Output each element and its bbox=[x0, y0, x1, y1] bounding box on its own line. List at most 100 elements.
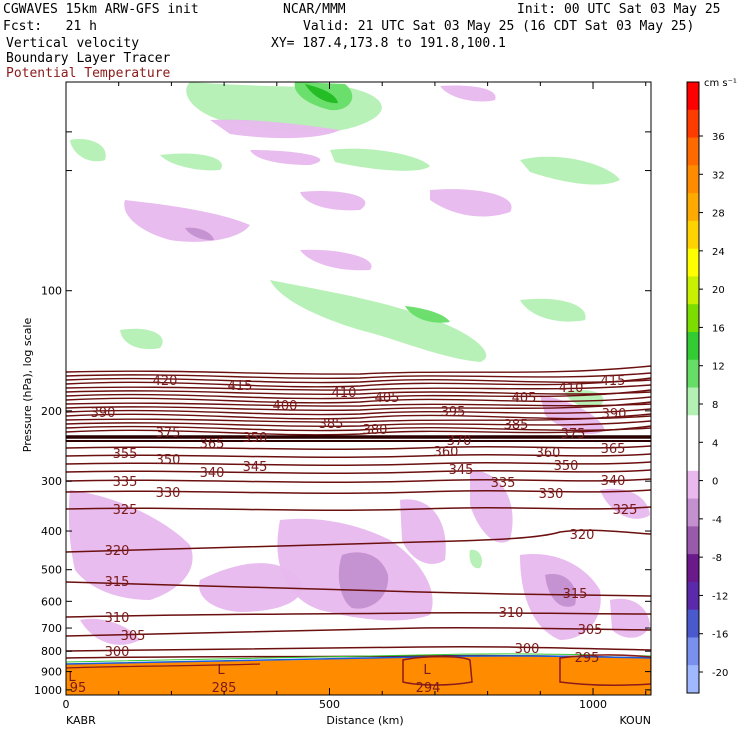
colorbar-swatch-17 bbox=[687, 554, 699, 583]
theta-label-text: 365 bbox=[601, 442, 626, 457]
colorbar-label-13: -16 bbox=[712, 630, 728, 641]
y-axis-label: Pressure (hPa), log scale bbox=[21, 318, 34, 453]
colorbar-frame bbox=[686, 81, 700, 694]
theta-label-36: 320 bbox=[570, 528, 595, 543]
colorbar-swatch-1 bbox=[687, 109, 699, 139]
theta-label-text: 335 bbox=[113, 475, 138, 490]
theta-line-upper-7 bbox=[66, 396, 651, 404]
theta-label-text: 330 bbox=[156, 486, 181, 501]
terrain-label-text: 285 bbox=[212, 681, 237, 696]
theta-label-text: 370 bbox=[447, 434, 472, 449]
colorbar-swatch-8 bbox=[687, 304, 699, 333]
theta-line-upper-2 bbox=[66, 377, 651, 384]
theta-label-44: 300 bbox=[515, 642, 540, 657]
theta-label-42: 305 bbox=[578, 623, 603, 638]
theta-label-text: 405 bbox=[512, 391, 537, 406]
terrain-label-4: 294 bbox=[416, 681, 441, 696]
y-tick-label-4: 500 bbox=[41, 564, 62, 577]
field-potential-temperature: Potential Temperature bbox=[6, 66, 171, 81]
theta-label-19: 335 bbox=[113, 475, 138, 490]
theta-label-text: 305 bbox=[121, 629, 146, 644]
velocity-blob-12 bbox=[430, 189, 512, 217]
theta-label-text: 335 bbox=[491, 476, 516, 491]
colorbar-swatch-7 bbox=[687, 276, 699, 305]
y-tick-label-8: 900 bbox=[41, 666, 62, 679]
theta-label-text: 310 bbox=[499, 606, 524, 621]
boundary-layer-edge bbox=[66, 653, 651, 663]
terrain-label-text: 294 bbox=[416, 681, 441, 696]
plot-frame bbox=[65, 81, 652, 696]
theta-label-0: 420 bbox=[153, 374, 178, 389]
theta-label-24: 325 bbox=[613, 503, 638, 518]
xy-endpoints: XY= 187.4,173.8 to 191.8,100.1 bbox=[271, 36, 506, 51]
theta-label-text: 295 bbox=[575, 651, 600, 666]
theta-label-21: 335 bbox=[491, 476, 516, 491]
colorbar-label-7: 8 bbox=[712, 400, 718, 411]
theta-label-38: 315 bbox=[563, 587, 588, 602]
colorbar-swatch-15 bbox=[687, 498, 699, 527]
theta-label-30: 375 bbox=[561, 427, 586, 442]
theta-label-text: 395 bbox=[441, 405, 466, 420]
theta-line-upper-4 bbox=[66, 384, 651, 391]
pressure-contour-left bbox=[66, 663, 261, 669]
colorbar-label-4: 20 bbox=[712, 285, 725, 296]
theta-label-14: 355 bbox=[113, 447, 138, 462]
terrain-label-3: 285 bbox=[212, 681, 237, 696]
colorbar-unit: cm s⁻¹ bbox=[704, 78, 737, 89]
colorbar-label-2: 28 bbox=[712, 209, 725, 220]
terrain-label-text: 95 bbox=[70, 681, 87, 696]
theta-label-35: 320 bbox=[105, 544, 130, 559]
terrain-label-2: L bbox=[68, 670, 76, 685]
endpoint-right-label: KOUN bbox=[619, 714, 651, 727]
theta-label-5: 395 bbox=[441, 405, 466, 420]
velocity-blob-26 bbox=[470, 470, 513, 543]
colorbar-label-5: 16 bbox=[712, 323, 725, 334]
theta-line-upper-12 bbox=[66, 413, 651, 423]
theta-label-23: 325 bbox=[113, 503, 138, 518]
theta-label-text: 350 bbox=[554, 459, 579, 474]
velocity-blob-13 bbox=[520, 156, 620, 185]
theta-label-text: 415 bbox=[601, 374, 626, 389]
velocity-blob-9 bbox=[124, 200, 250, 242]
y-tick-label-3: 400 bbox=[41, 525, 62, 538]
velocity-blob-29 bbox=[610, 598, 650, 638]
theta-label-41: 305 bbox=[121, 629, 146, 644]
theta-label-text: 385 bbox=[319, 417, 344, 432]
theta-label-text: 375 bbox=[561, 427, 586, 442]
theta-label-text: 405 bbox=[375, 391, 400, 406]
theta-label-text: 315 bbox=[105, 575, 130, 590]
velocity-blob-4 bbox=[330, 148, 430, 171]
theta-label-6: 385 bbox=[319, 417, 344, 432]
theta-label-22: 330 bbox=[539, 487, 564, 502]
theta-label-39: 310 bbox=[105, 611, 130, 626]
theta-label-text: 355 bbox=[113, 447, 138, 462]
theta-line-upper-5 bbox=[66, 390, 651, 396]
theta-label-text: 400 bbox=[273, 399, 298, 414]
theta-label-13: 360 bbox=[434, 445, 459, 460]
theta-label-33: 350 bbox=[554, 459, 579, 474]
y-tick-label-0: 100 bbox=[41, 285, 62, 298]
theta-label-32: 360 bbox=[536, 446, 561, 461]
field-boundary-layer-tracer: Boundary Layer Tracer bbox=[6, 51, 171, 66]
theta-label-11: 350 bbox=[243, 431, 268, 446]
velocity-blob-2 bbox=[305, 84, 338, 104]
theta-label-text: 330 bbox=[539, 487, 564, 502]
theta-label-25: 410 bbox=[559, 381, 584, 396]
colorbar-swatch-0 bbox=[687, 82, 699, 111]
boundary-layer-top bbox=[66, 655, 651, 665]
theta-label-text: 315 bbox=[563, 587, 588, 602]
theta-label-26: 415 bbox=[601, 374, 626, 389]
y-tick-label-9: 1000 bbox=[34, 684, 62, 697]
velocity-blob-11 bbox=[300, 190, 366, 211]
theta-label-text: 360 bbox=[536, 446, 561, 461]
colorbar-label-6: 12 bbox=[712, 362, 725, 373]
theta-label-45: 295 bbox=[575, 651, 600, 666]
theta-line-upper-6 bbox=[66, 389, 651, 400]
theta-label-7: 380 bbox=[363, 423, 388, 438]
terrain bbox=[66, 653, 651, 695]
theta-label-text: 350 bbox=[243, 431, 268, 446]
colorbar-label-14: -20 bbox=[712, 668, 728, 679]
theta-label-text: 320 bbox=[570, 528, 595, 543]
colorbar-swatch-6 bbox=[687, 248, 699, 277]
theta-label-43: 300 bbox=[105, 645, 130, 660]
